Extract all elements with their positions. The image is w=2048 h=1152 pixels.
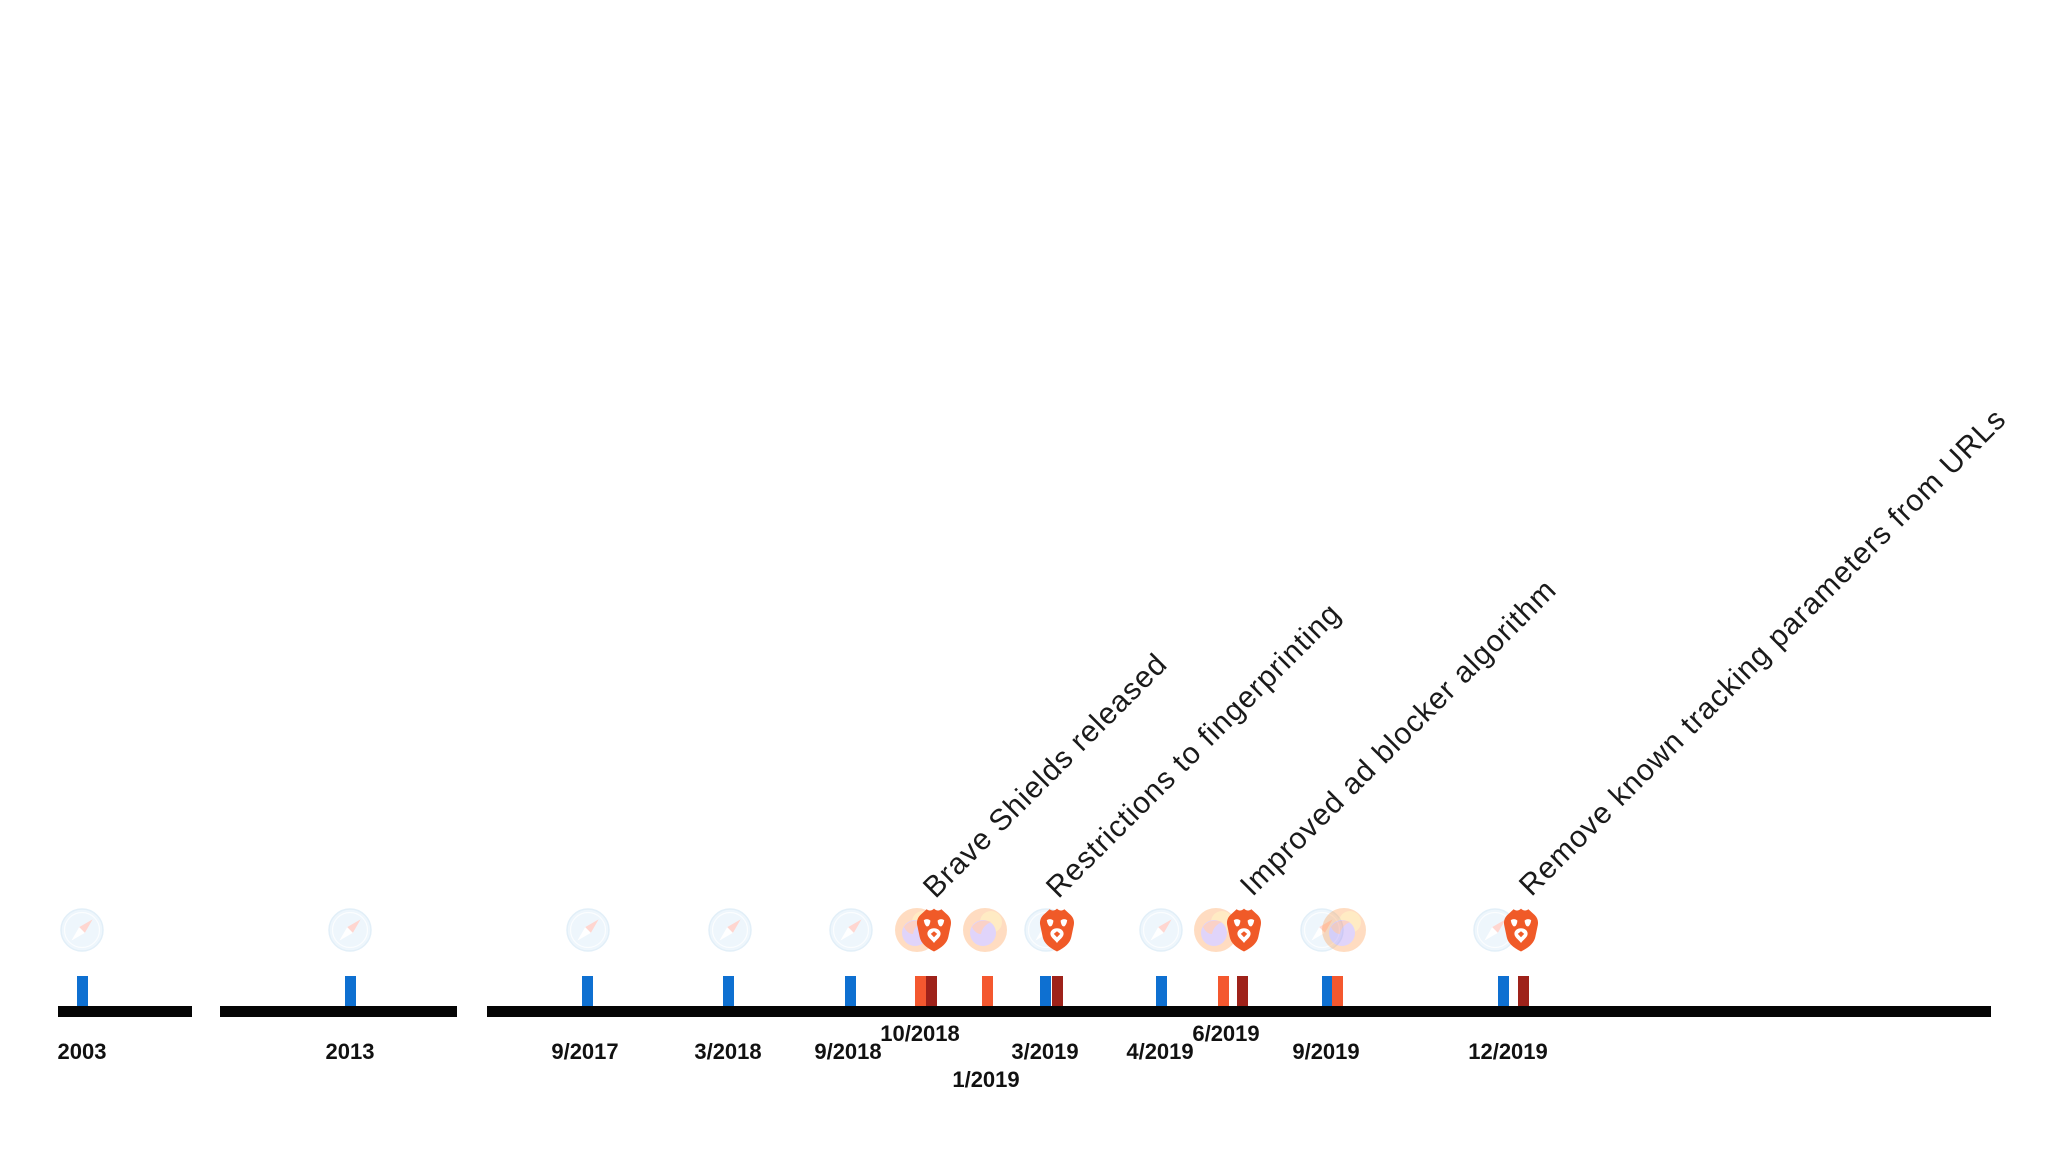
blue-tick bbox=[582, 976, 593, 1006]
dark-red-tick bbox=[1518, 976, 1529, 1006]
date-label: 2013 bbox=[325, 1039, 375, 1064]
safari-browser-icon bbox=[1300, 908, 1344, 952]
brave-browser-icon bbox=[1037, 907, 1077, 953]
firefox-browser-icon bbox=[962, 907, 1008, 953]
blue-tick bbox=[723, 976, 734, 1006]
date-label: 3/2019 bbox=[1011, 1039, 1079, 1064]
blue-tick bbox=[845, 976, 856, 1006]
safari-browser-icon bbox=[566, 908, 610, 952]
date-label: 12/2019 bbox=[1468, 1039, 1548, 1064]
dark-red-tick bbox=[1052, 976, 1063, 1006]
brave-browser-icon bbox=[1501, 907, 1541, 953]
safari-browser-icon bbox=[1139, 908, 1183, 952]
blue-tick bbox=[1322, 976, 1333, 1006]
safari-browser-icon bbox=[829, 908, 873, 952]
date-label: 6/2019 bbox=[1192, 1021, 1260, 1046]
blue-tick bbox=[1040, 976, 1051, 1006]
firefox-browser-icon bbox=[1193, 907, 1239, 953]
event-label: Brave Shields released bbox=[916, 647, 1175, 905]
orange-tick bbox=[915, 976, 926, 1006]
safari-browser-icon bbox=[60, 908, 104, 952]
blue-tick bbox=[77, 976, 88, 1006]
timeline-bar-segment bbox=[487, 1006, 1991, 1017]
event-label: Improved ad blocker algorithm bbox=[1233, 573, 1564, 903]
safari-browser-icon bbox=[328, 908, 372, 952]
date-label: 9/2017 bbox=[551, 1039, 619, 1064]
date-label: 9/2019 bbox=[1292, 1039, 1360, 1064]
orange-tick bbox=[1332, 976, 1343, 1006]
date-label: 9/2018 bbox=[814, 1039, 882, 1064]
date-label: 3/2018 bbox=[694, 1039, 762, 1064]
dark-red-tick bbox=[926, 976, 937, 1006]
event-label: Remove known tracking parameters from UR… bbox=[1512, 402, 2013, 903]
orange-tick bbox=[1218, 976, 1229, 1006]
blue-tick bbox=[345, 976, 356, 1006]
timeline-bar-segment bbox=[220, 1006, 457, 1017]
safari-browser-icon bbox=[708, 908, 752, 952]
date-label: 2003 bbox=[57, 1039, 107, 1064]
date-label: 4/2019 bbox=[1126, 1039, 1194, 1064]
timeline-bar-segment bbox=[58, 1006, 192, 1017]
dark-red-tick bbox=[1237, 976, 1248, 1006]
blue-tick bbox=[1156, 976, 1167, 1006]
brave-browser-icon bbox=[914, 907, 954, 953]
orange-tick bbox=[982, 976, 993, 1006]
firefox-browser-icon bbox=[1321, 907, 1367, 953]
brave-browser-icon bbox=[1224, 907, 1264, 953]
date-label: 1/2019 bbox=[952, 1067, 1020, 1092]
date-label: 10/2018 bbox=[880, 1021, 960, 1046]
blue-tick bbox=[1498, 976, 1509, 1006]
